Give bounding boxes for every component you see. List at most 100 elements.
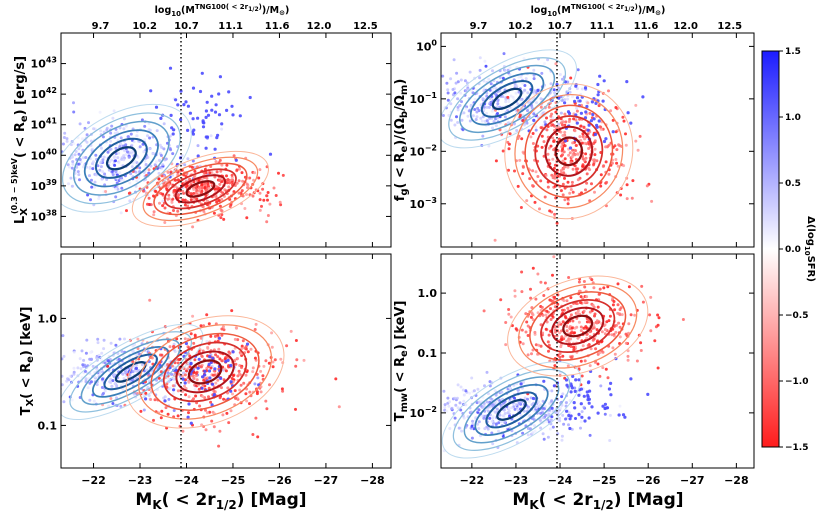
scatter-point-outlier xyxy=(208,376,212,380)
scatter-point-blue xyxy=(528,414,532,417)
scatter-point-outlier xyxy=(586,395,590,399)
scatter-point-blue xyxy=(503,115,507,119)
scatter-point-red xyxy=(553,163,557,167)
scatter-point-blue xyxy=(129,172,133,176)
scatter-point-blue xyxy=(193,387,197,391)
scatter-point-blue xyxy=(521,82,525,85)
scatter-point-red xyxy=(230,173,234,177)
scatter-point-outlier xyxy=(557,96,561,100)
scatter-point-red xyxy=(212,389,216,393)
scatter-point-outlier xyxy=(625,80,629,84)
scatter-point-red xyxy=(530,311,534,315)
scatter-point-blue xyxy=(459,78,463,82)
scatter-point-outlier xyxy=(587,401,591,405)
scatter-point-red xyxy=(625,183,629,187)
scatter-point-blue xyxy=(72,142,76,146)
scatter-point-blue xyxy=(485,370,489,374)
scatter-point-red xyxy=(607,89,610,93)
scatter-point-blue xyxy=(539,411,543,415)
scatter-point-blue xyxy=(558,73,562,76)
scatter-point-blue xyxy=(72,101,75,105)
scatter-point-blue xyxy=(122,158,126,162)
scatter-point-blue xyxy=(503,412,507,415)
scatter-point-blue xyxy=(419,381,422,384)
scatter-point-red xyxy=(254,322,258,326)
top-tick-label: 10.7 xyxy=(174,21,199,32)
scatter-point-red xyxy=(128,191,132,195)
scatter-point-outlier xyxy=(609,381,613,385)
scatter-point-red xyxy=(251,433,255,436)
scatter-point-red xyxy=(205,313,209,317)
scatter-point-red xyxy=(228,181,232,185)
scatter-point-red xyxy=(233,337,237,341)
scatter-point-blue xyxy=(504,100,508,104)
scatter-point-blue xyxy=(79,367,83,371)
scatter-point-blue xyxy=(129,132,133,136)
scatter-point-blue xyxy=(558,419,562,423)
scatter-point-red xyxy=(605,320,609,324)
scatter-point-blue xyxy=(135,179,139,183)
scatter-point-blue xyxy=(564,401,568,405)
scatter-point-red xyxy=(545,320,549,324)
scatter-point-red xyxy=(536,311,540,315)
scatter-point-blue xyxy=(459,91,463,95)
scatter-point-blue xyxy=(88,381,92,385)
scatter-point-red xyxy=(624,341,628,345)
scatter-point-red xyxy=(220,386,223,390)
scatter-point-blue xyxy=(93,375,97,379)
scatter-point-red xyxy=(581,135,585,139)
scatter-point-outlier xyxy=(229,363,233,368)
scatter-point-red xyxy=(595,159,599,163)
scatter-point-red xyxy=(603,332,607,336)
scatter-point-red xyxy=(529,287,532,291)
scatter-point-red xyxy=(589,347,593,351)
scatter-point-red xyxy=(605,180,609,184)
scatter-point-red xyxy=(176,172,180,176)
scatter-point-red xyxy=(539,280,543,284)
scatter-point-blue xyxy=(501,434,505,438)
scatter-point-blue xyxy=(473,97,477,101)
scatter-point-outlier xyxy=(217,92,221,96)
contour-line xyxy=(153,162,248,216)
top-tick-label: 12.5 xyxy=(717,21,742,32)
scatter-point-red xyxy=(234,396,237,400)
scatter-point-red xyxy=(604,160,608,164)
xlabel-bottom-right: MK( < 2r1/2) [Mag] xyxy=(512,490,683,512)
scatter-point-blue xyxy=(70,184,74,188)
scatter-point-red xyxy=(294,407,297,411)
scatter-point-red xyxy=(225,411,229,415)
scatter-point-red xyxy=(569,76,573,80)
scatter-point-blue xyxy=(172,342,176,346)
scatter-point-red xyxy=(570,180,574,184)
scatter-point-outlier xyxy=(186,104,190,108)
scatter-point-red xyxy=(569,188,573,191)
scatter-point-red xyxy=(649,295,653,299)
scatter-point-red xyxy=(596,305,600,309)
x-tick-label: −23 xyxy=(504,474,529,487)
scatter-point-red xyxy=(216,378,220,382)
scatter-point-blue xyxy=(90,178,93,182)
scatter-point-red xyxy=(222,217,226,221)
scatter-point-blue xyxy=(518,401,521,405)
scatter-point-blue xyxy=(453,91,457,95)
scatter-point-blue xyxy=(128,181,132,185)
scatter-point-red xyxy=(526,353,530,357)
scatter-point-blue xyxy=(490,420,494,423)
scatter-point-outlier xyxy=(596,411,600,415)
scatter-point-blue xyxy=(109,341,113,345)
scatter-point-red xyxy=(251,194,255,198)
scatter-point-blue xyxy=(67,182,70,186)
scatter-point-outlier xyxy=(245,342,250,346)
scatter-point-red xyxy=(560,335,564,339)
scatter-points-bottom-right xyxy=(419,255,685,453)
colorbar-tick-label: 1.0 xyxy=(785,113,801,123)
scatter-point-red xyxy=(568,151,572,155)
scatter-point-red xyxy=(566,202,570,206)
scatter-point-outlier xyxy=(159,116,163,120)
scatter-point-red xyxy=(216,355,220,359)
scatter-point-blue xyxy=(491,416,495,420)
scatter-point-blue xyxy=(171,392,175,396)
scatter-point-red xyxy=(220,163,224,167)
scatter-point-blue xyxy=(101,135,105,139)
scatter-point-red xyxy=(561,134,565,137)
